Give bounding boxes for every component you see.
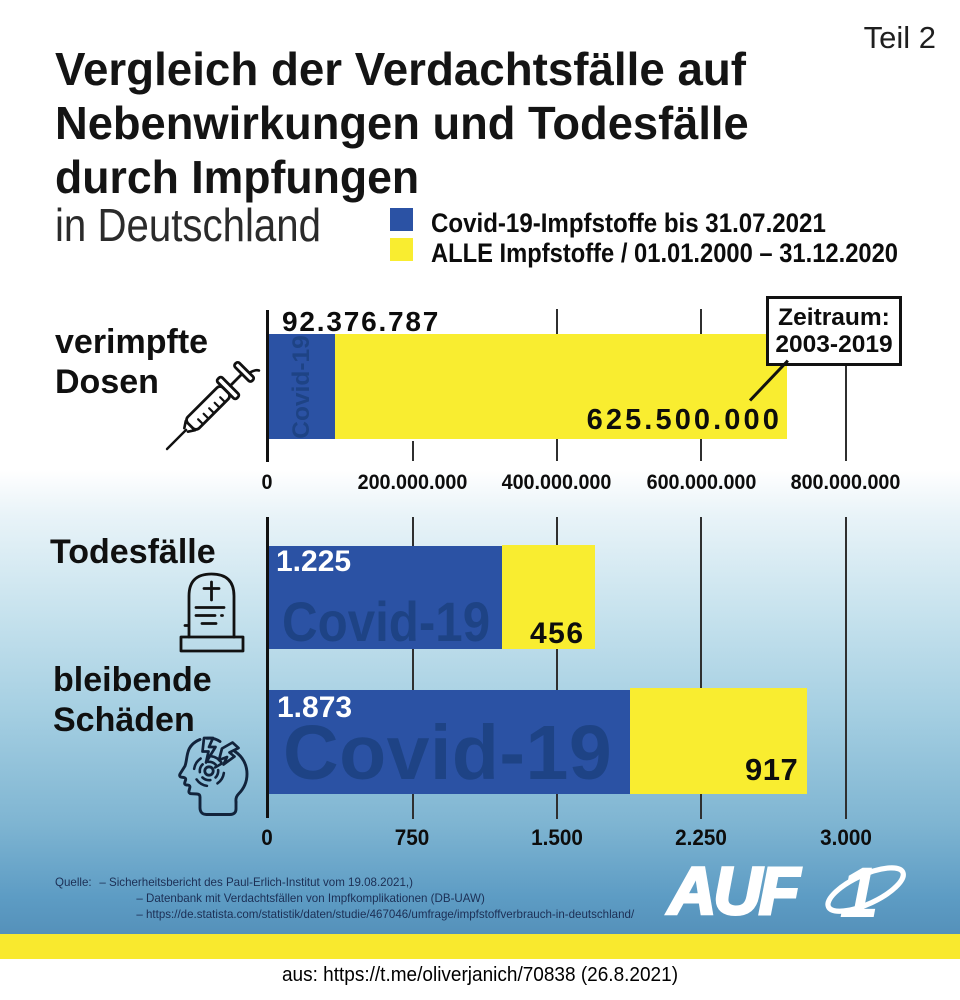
- svg-text:AUF: AUF: [666, 855, 802, 929]
- svg-text:1: 1: [840, 855, 880, 933]
